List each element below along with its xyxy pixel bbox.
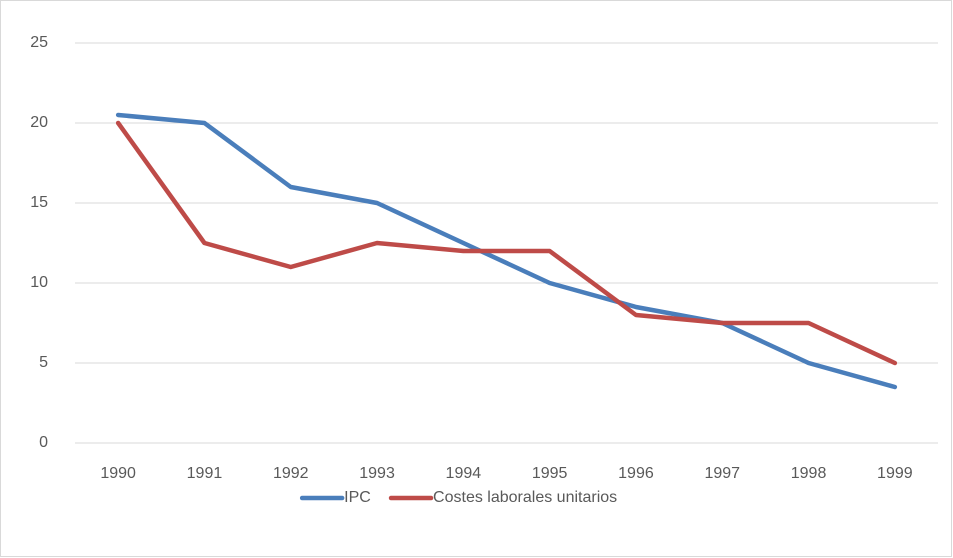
series-line <box>115 112 898 390</box>
legend-label: Costes laborales unitarios <box>433 489 617 506</box>
x-tick-label: 1999 <box>877 465 913 482</box>
y-tick-label: 15 <box>30 194 48 211</box>
x-tick-label: 1994 <box>446 465 482 482</box>
series-line <box>115 120 898 366</box>
y-tick-label: 10 <box>30 274 48 291</box>
x-tick-label: 1996 <box>618 465 654 482</box>
legend-label: IPC <box>344 489 371 506</box>
x-tick-label: 1998 <box>791 465 827 482</box>
x-tick-label: 1997 <box>704 465 740 482</box>
y-tick-label: 5 <box>39 354 48 371</box>
x-tick-label: 1993 <box>359 465 395 482</box>
x-tick-label: 1991 <box>187 465 223 482</box>
y-tick-label: 0 <box>39 434 48 451</box>
x-tick-label: 1995 <box>532 465 568 482</box>
y-tick-label: 25 <box>30 34 48 51</box>
y-tick-label: 20 <box>30 114 48 131</box>
x-tick-label: 1992 <box>273 465 309 482</box>
x-tick-label: 1990 <box>100 465 136 482</box>
